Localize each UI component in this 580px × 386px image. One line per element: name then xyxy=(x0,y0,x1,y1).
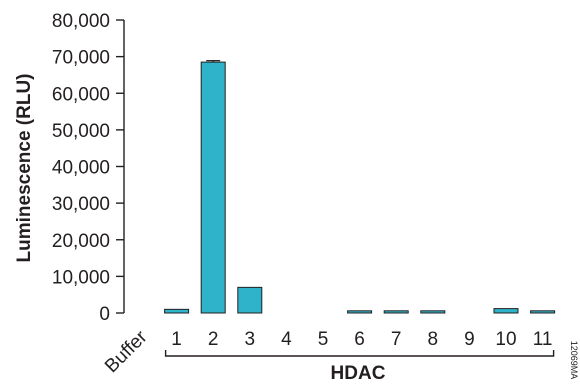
y-tick-label: 60,000 xyxy=(52,84,110,105)
x-tick-label: 3 xyxy=(245,329,256,350)
x-tick-label: 10 xyxy=(495,329,516,350)
y-tick-label: 50,000 xyxy=(52,121,110,142)
y-tick-label: 20,000 xyxy=(52,231,110,252)
y-tick-label: 80,000 xyxy=(52,11,110,32)
bar xyxy=(200,61,226,314)
x-tick-label: 6 xyxy=(354,329,365,350)
bar xyxy=(493,308,519,314)
bar xyxy=(530,310,556,314)
y-tick-label: 40,000 xyxy=(52,158,110,179)
figure-id: 12069MA xyxy=(569,341,579,380)
x-axis-title: HDAC xyxy=(331,363,386,384)
x-axis: Buffer 1 2 3 4 5 6 7 8 9 10 11 xyxy=(101,326,555,377)
y-tick-label: 10,000 xyxy=(52,267,110,288)
hdac-bracket xyxy=(164,350,555,357)
y-axis: 0 10,000 20,000 30,000 40,000 50,000 60,000 70,… xyxy=(52,11,125,325)
y-tick-label: 70,000 xyxy=(52,48,110,69)
bar xyxy=(164,308,190,314)
x-tick-label: 9 xyxy=(464,329,475,350)
x-tick-label: 8 xyxy=(428,329,439,350)
x-tick-label: 4 xyxy=(281,329,292,350)
bar xyxy=(347,310,373,314)
x-tick-label: 7 xyxy=(391,329,402,350)
y-tick-label: 0 xyxy=(99,304,110,325)
bars xyxy=(164,60,556,314)
y-axis-title: Luminescence (RLU) xyxy=(14,74,35,263)
bar xyxy=(383,310,409,314)
x-tick-label: 11 xyxy=(533,329,553,350)
bar xyxy=(420,310,446,314)
y-tick-label: 30,000 xyxy=(52,194,110,215)
x-tick-label: Buffer xyxy=(101,326,152,377)
x-tick-label: 5 xyxy=(318,329,329,350)
x-tick-label: 2 xyxy=(208,329,219,350)
bar xyxy=(237,286,263,314)
x-tick-label: 1 xyxy=(171,329,182,350)
